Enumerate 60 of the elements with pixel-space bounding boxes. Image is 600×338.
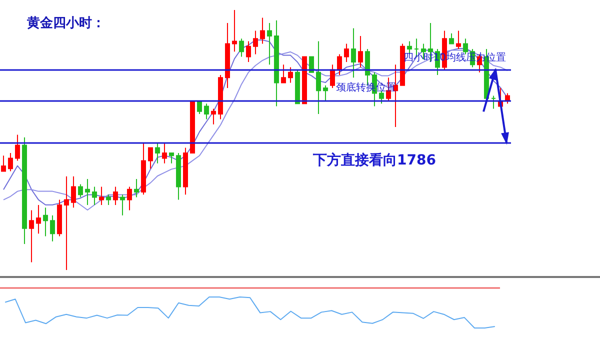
candlestick — [57, 199, 62, 237]
candlestick — [449, 32, 454, 44]
candlestick — [134, 178, 139, 198]
candlestick — [8, 152, 13, 172]
candlestick — [148, 147, 153, 170]
candlestick — [99, 186, 104, 206]
candlestick — [92, 186, 97, 206]
candlestick — [246, 40, 251, 62]
candlestick — [113, 186, 118, 206]
candlestick — [197, 100, 202, 114]
candlestick — [295, 69, 300, 104]
candlestick — [50, 214, 55, 242]
candlestick — [218, 74, 223, 120]
candlestick — [120, 194, 125, 216]
candlestick — [15, 134, 20, 162]
candlestick — [456, 30, 461, 50]
candlestick — [281, 64, 286, 84]
candlestick — [127, 186, 132, 211]
candlestick — [400, 43, 405, 86]
candlestick — [141, 142, 146, 196]
candlestick — [267, 22, 272, 66]
candlestick — [78, 184, 83, 198]
candlestick — [85, 178, 90, 206]
candlestick — [1, 155, 6, 172]
candlestick — [407, 40, 412, 55]
candlestick — [491, 95, 496, 110]
candlestick — [211, 108, 216, 125]
candlestick — [204, 103, 209, 120]
candlestick — [260, 17, 265, 44]
candlestick — [323, 84, 328, 102]
candlestick — [29, 210, 34, 263]
text: 黄金四小时： — [26, 16, 105, 31]
candlestick — [225, 22, 230, 88]
candlestick — [288, 66, 293, 84]
candlestick — [183, 147, 188, 196]
candlestick — [239, 38, 244, 58]
candlestick — [190, 100, 195, 154]
candlestick — [351, 28, 356, 78]
candlestick — [274, 20, 279, 107]
candlestick — [309, 56, 314, 73]
candlestick — [22, 136, 27, 244]
candlestick — [302, 56, 307, 104]
candlestick — [337, 54, 342, 76]
candlestick — [162, 142, 167, 164]
candlestick — [330, 64, 335, 88]
candlestick — [232, 10, 237, 52]
candlestick — [379, 90, 384, 104]
candlestick — [344, 43, 349, 62]
candlestick — [169, 152, 174, 164]
ref-line-label: 下方直接看向1786 — [312, 152, 436, 169]
candlestick — [64, 176, 69, 270]
candlestick — [253, 30, 258, 55]
candlestick — [176, 152, 181, 200]
candlestick — [155, 142, 160, 164]
candlestick — [106, 194, 111, 206]
candlestick — [71, 176, 76, 208]
candlestick — [358, 36, 363, 68]
candlestick — [43, 207, 48, 237]
candlestick — [36, 204, 41, 234]
candlestick — [316, 40, 321, 114]
